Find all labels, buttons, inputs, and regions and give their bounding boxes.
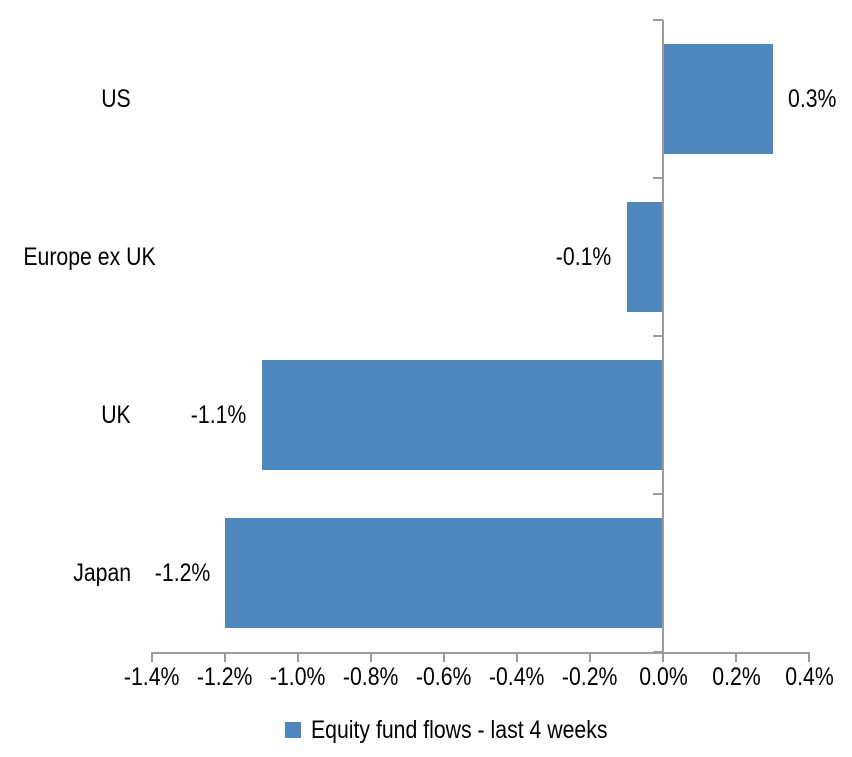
x-axis-tick-label-0-text: -1.4% <box>124 663 180 691</box>
legend-label-text: Equity fund flows - last 4 weeks <box>311 716 608 744</box>
data-label-europe-ex-uk: -0.1% <box>462 241 612 273</box>
x-axis-tick-8 <box>735 652 737 662</box>
data-label-us: 0.3% <box>788 83 852 115</box>
x-axis-tick-label-1-text: -1.2% <box>197 663 253 691</box>
x-axis-tick-3 <box>370 652 372 662</box>
data-label-us-text: 0.3% <box>787 85 836 113</box>
y-axis-tick-3 <box>653 493 663 495</box>
x-axis-tick-label-1: -1.2% <box>165 661 285 693</box>
x-axis-tick-9 <box>808 652 810 662</box>
x-axis-tick-5 <box>516 652 518 662</box>
x-axis-tick-label-4-text: -0.6% <box>416 663 472 691</box>
legend-label: Equity fund flows - last 4 weeks <box>311 714 660 746</box>
category-label-europe-ex-uk: Europe ex UK <box>0 241 155 273</box>
data-label-uk-text: -1.1% <box>190 401 247 429</box>
bar-europe-ex-uk <box>626 202 663 312</box>
bar-uk <box>261 360 663 470</box>
data-label-japan: -1.2% <box>60 557 210 589</box>
legend-marker-icon <box>285 722 301 738</box>
x-axis-tick-6 <box>589 652 591 662</box>
category-label-europe-ex-uk-text: Europe ex UK <box>23 243 156 271</box>
x-axis-tick-label-3: -0.8% <box>311 661 431 693</box>
x-axis-line <box>151 652 810 654</box>
x-axis-tick-label-8: 0.2% <box>676 661 796 693</box>
category-label-us: US <box>0 83 131 115</box>
x-axis-tick-label-6-text: -0.2% <box>562 663 618 691</box>
y-axis-tick-1 <box>653 177 663 179</box>
category-label-japan-text: Japan <box>73 559 131 587</box>
category-label-uk-text: UK <box>101 401 131 429</box>
x-axis-tick-label-6: -0.2% <box>530 661 650 693</box>
x-axis-tick-label-0: -1.4% <box>92 661 212 693</box>
legend: Equity fund flows - last 4 weeks <box>285 714 660 746</box>
x-axis-tick-label-9-text: 0.4% <box>784 663 834 691</box>
x-axis-tick-label-4: -0.6% <box>384 661 504 693</box>
x-axis-tick-4 <box>443 652 445 662</box>
y-axis-tick-4 <box>653 651 663 653</box>
x-axis-tick-label-5: -0.4% <box>457 661 577 693</box>
data-label-uk: -1.1% <box>97 399 247 431</box>
x-axis-tick-label-9: 0.4% <box>749 661 852 693</box>
x-axis-tick-label-7-text: 0.0% <box>638 663 688 691</box>
bar-us <box>663 44 773 154</box>
y-axis-tick-2 <box>653 335 663 337</box>
x-axis-tick-label-3-text: -0.8% <box>343 663 399 691</box>
data-label-japan-text: -1.2% <box>154 559 210 587</box>
x-axis-tick-label-5-text: -0.4% <box>489 663 545 691</box>
x-axis-tick-0 <box>151 652 153 662</box>
x-axis-tick-label-2: -1.0% <box>238 661 358 693</box>
x-axis-tick-label-8-text: 0.2% <box>711 663 761 691</box>
x-axis-tick-label-2-text: -1.0% <box>270 663 326 691</box>
x-axis-tick-2 <box>297 652 299 662</box>
x-axis-tick-label-7: 0.0% <box>603 661 723 693</box>
y-axis-line <box>662 20 664 652</box>
data-label-europe-ex-uk-text: -0.1% <box>555 243 612 271</box>
category-label-japan: Japan <box>0 557 131 589</box>
category-label-uk: UK <box>0 399 131 431</box>
bar-japan <box>225 518 663 628</box>
y-axis-tick-0 <box>653 19 663 21</box>
category-label-us-text: US <box>101 85 131 113</box>
x-axis-tick-7 <box>662 652 664 662</box>
x-axis-tick-1 <box>224 652 226 662</box>
